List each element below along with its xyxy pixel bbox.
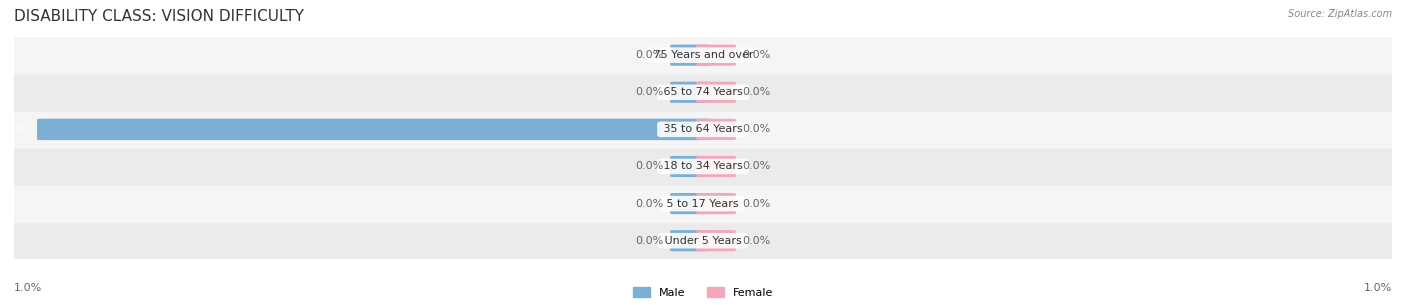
FancyBboxPatch shape: [696, 156, 735, 177]
Text: 0.0%: 0.0%: [636, 161, 664, 171]
Text: Under 5 Years: Under 5 Years: [661, 236, 745, 246]
FancyBboxPatch shape: [1, 36, 1405, 74]
Text: 0.0%: 0.0%: [636, 199, 664, 209]
Text: Source: ZipAtlas.com: Source: ZipAtlas.com: [1288, 9, 1392, 19]
Text: 0.0%: 0.0%: [742, 236, 770, 246]
Text: 1.0%: 1.0%: [14, 283, 42, 293]
FancyBboxPatch shape: [671, 45, 710, 66]
Text: 65 to 74 Years: 65 to 74 Years: [659, 87, 747, 97]
Text: 1.0%: 1.0%: [1364, 283, 1392, 293]
Text: 18 to 34 Years: 18 to 34 Years: [659, 161, 747, 171]
Text: 0.0%: 0.0%: [742, 199, 770, 209]
Legend: Male, Female: Male, Female: [628, 283, 778, 303]
FancyBboxPatch shape: [696, 119, 735, 140]
Text: 0.0%: 0.0%: [742, 87, 770, 97]
FancyBboxPatch shape: [1, 221, 1405, 260]
Text: 0.0%: 0.0%: [742, 50, 770, 60]
Text: 0.0%: 0.0%: [742, 124, 770, 135]
FancyBboxPatch shape: [1, 110, 1405, 149]
FancyBboxPatch shape: [671, 193, 710, 214]
FancyBboxPatch shape: [671, 82, 710, 103]
Text: DISABILITY CLASS: VISION DIFFICULTY: DISABILITY CLASS: VISION DIFFICULTY: [14, 9, 304, 24]
Text: 1.0%: 1.0%: [0, 124, 27, 135]
FancyBboxPatch shape: [696, 193, 735, 214]
Text: 0.0%: 0.0%: [636, 236, 664, 246]
Text: 0.0%: 0.0%: [636, 50, 664, 60]
FancyBboxPatch shape: [696, 82, 735, 103]
Text: 0.0%: 0.0%: [742, 161, 770, 171]
FancyBboxPatch shape: [671, 156, 710, 177]
FancyBboxPatch shape: [37, 119, 713, 140]
Text: 35 to 64 Years: 35 to 64 Years: [659, 124, 747, 135]
FancyBboxPatch shape: [1, 184, 1405, 223]
FancyBboxPatch shape: [696, 45, 735, 66]
FancyBboxPatch shape: [671, 230, 710, 251]
FancyBboxPatch shape: [1, 73, 1405, 112]
Text: 0.0%: 0.0%: [636, 87, 664, 97]
FancyBboxPatch shape: [1, 147, 1405, 186]
Text: 75 Years and over: 75 Years and over: [650, 50, 756, 60]
Text: 5 to 17 Years: 5 to 17 Years: [664, 199, 742, 209]
FancyBboxPatch shape: [696, 230, 735, 251]
